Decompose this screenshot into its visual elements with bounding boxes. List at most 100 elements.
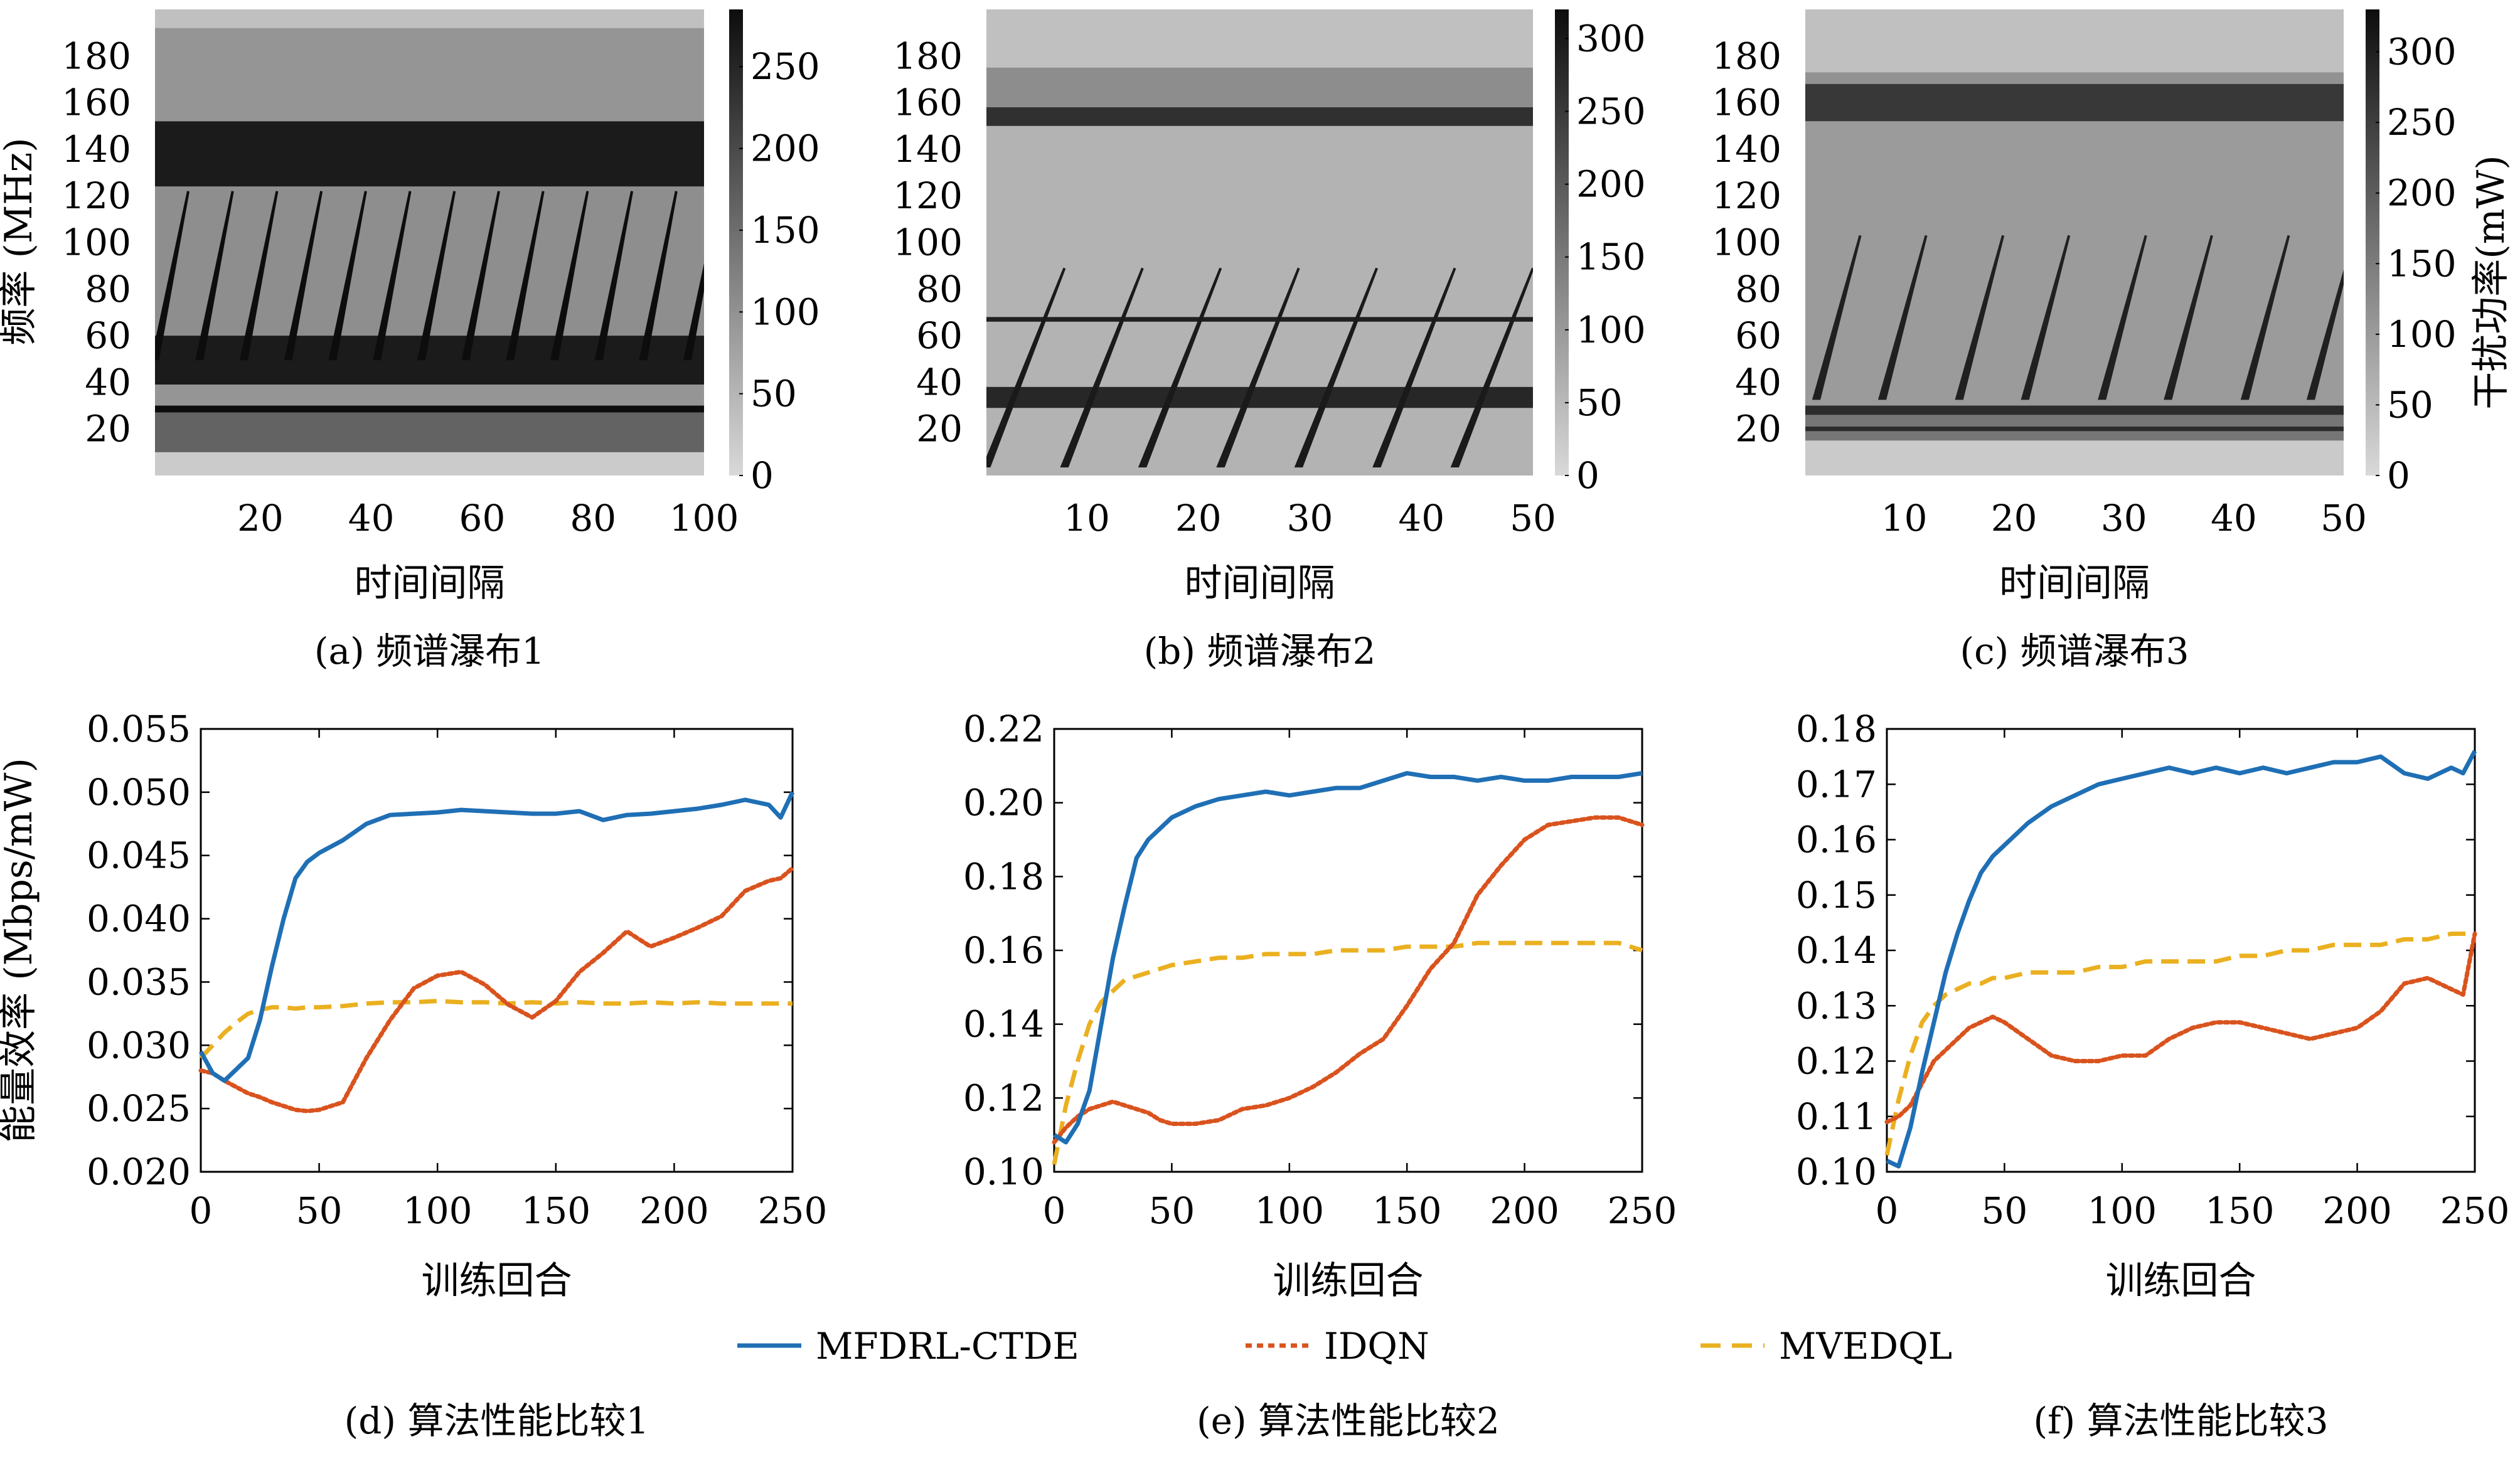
x-axis-label: 时间间隔 bbox=[355, 561, 505, 605]
colorbar-tick-label: 150 bbox=[2387, 242, 2457, 285]
colorbar-tick-label: 0 bbox=[2387, 454, 2410, 497]
y-tick-label: 0.10 bbox=[1796, 1150, 1877, 1193]
y-tick-label: 40 bbox=[1735, 361, 1781, 403]
y-tick-label: 0.10 bbox=[963, 1150, 1044, 1193]
x-tick-label: 0 bbox=[190, 1189, 213, 1232]
y-tick-label: 80 bbox=[1735, 268, 1781, 311]
sweep-line bbox=[683, 263, 704, 361]
x-axis-label: 时间间隔 bbox=[1185, 561, 1335, 605]
colorbar-tick-label: 200 bbox=[750, 127, 820, 170]
y-tick-label: 0.040 bbox=[87, 898, 191, 940]
legend-item-mvedql: MVEDQL bbox=[1700, 1325, 1952, 1368]
x-tick-label: 40 bbox=[348, 497, 395, 539]
sweep-line bbox=[594, 191, 634, 361]
y-tick-label: 0.12 bbox=[1796, 1040, 1877, 1083]
plot-frame bbox=[1886, 728, 2476, 1173]
caption: (d) 算法性能比较1 bbox=[344, 1400, 649, 1442]
y-tick-label: 0.045 bbox=[87, 834, 191, 877]
colorbar-tick-label: 250 bbox=[1576, 90, 1646, 133]
y-tick-label: 0.18 bbox=[1796, 708, 1877, 750]
y-tick-label: 140 bbox=[893, 128, 963, 171]
heatmap-band bbox=[155, 9, 704, 28]
caption: (b) 频谱瀑布2 bbox=[1144, 630, 1376, 672]
y-tick-label: 60 bbox=[916, 314, 963, 357]
x-tick-label: 100 bbox=[2087, 1189, 2157, 1232]
performance-chart-d: 0.020 0.025 0.030 0.035 0.040 0.045 0.050 0.055… bbox=[87, 708, 827, 1442]
colorbar-tick-label: 150 bbox=[1576, 236, 1646, 279]
colorbar-tick-label: 250 bbox=[750, 45, 820, 88]
sweep-line bbox=[239, 191, 279, 361]
y-tick-label: 160 bbox=[61, 82, 131, 124]
sweep-line bbox=[2164, 235, 2213, 400]
series-line-idqn bbox=[198, 866, 795, 1113]
x-tick-label: 150 bbox=[521, 1189, 590, 1232]
heatmap-band bbox=[155, 405, 704, 413]
colorbar-tick-label: 200 bbox=[1576, 163, 1646, 206]
heatmap-band bbox=[1805, 405, 2344, 415]
sweep-line bbox=[550, 191, 589, 361]
y-tick-label: 100 bbox=[893, 221, 963, 264]
legend-label: IDQN bbox=[1324, 1325, 1429, 1368]
y-tick-label: 20 bbox=[916, 408, 963, 450]
x-tick-label: 200 bbox=[1490, 1189, 1559, 1232]
y-tick-label: 20 bbox=[85, 408, 131, 450]
x-tick-label: 30 bbox=[1287, 497, 1333, 539]
y-tick-label: 0.15 bbox=[1796, 874, 1877, 916]
legend-label: MFDRL-CTDE bbox=[816, 1325, 1079, 1368]
y-tick-label: 0.20 bbox=[963, 782, 1044, 824]
heatmap-band bbox=[155, 28, 704, 122]
performance-chart-e: 0.10 0.12 0.14 0.16 0.18 0.20 0.22 0 50 100 150 200… bbox=[963, 708, 1677, 1442]
colorbar-tick-label: 0 bbox=[1576, 454, 1599, 497]
series-line-mvedql bbox=[1884, 932, 2475, 1156]
series-line-mfdrl-ctde bbox=[1886, 750, 2477, 1169]
colorbar-tick-label: 100 bbox=[2387, 313, 2457, 356]
heatmap-band bbox=[155, 121, 704, 187]
caption: (a) 频谱瀑布1 bbox=[314, 630, 545, 672]
x-tick-label: 10 bbox=[1881, 497, 1928, 539]
y-tick-label: 0.030 bbox=[87, 1024, 191, 1066]
x-tick-label: 150 bbox=[2205, 1189, 2275, 1232]
sweep-group bbox=[155, 191, 704, 361]
y-tick-label: 0.050 bbox=[87, 771, 191, 814]
y-tick-label: 20 bbox=[1735, 408, 1781, 450]
sweep-line bbox=[1955, 235, 2005, 400]
sweep-line bbox=[328, 191, 367, 361]
x-tick-label: 50 bbox=[2320, 497, 2367, 539]
x-tick-label: 20 bbox=[1991, 497, 2037, 539]
sweep-line bbox=[1294, 267, 1379, 468]
sweep-line bbox=[1060, 267, 1144, 468]
caption: (f) 算法性能比较3 bbox=[2033, 1400, 2328, 1442]
y-tick-label: 100 bbox=[61, 221, 131, 264]
y-tick-label: 100 bbox=[1712, 221, 1781, 264]
y-tick-label: 180 bbox=[1712, 35, 1781, 77]
caption: (e) 算法性能比较2 bbox=[1197, 1400, 1500, 1442]
sweep-line bbox=[986, 267, 1066, 468]
colorbar-tick-label: 50 bbox=[1576, 381, 1623, 424]
y-tick-label: 120 bbox=[1712, 174, 1781, 217]
y-tick-label: 0.12 bbox=[963, 1076, 1044, 1119]
sweep-group bbox=[1812, 235, 2344, 400]
y-tick-label: 0.17 bbox=[1796, 763, 1877, 805]
x-tick-label: 50 bbox=[1981, 1189, 2027, 1232]
colorbar-label: 干扰功率(mW) bbox=[2469, 155, 2513, 409]
sweep-line bbox=[1372, 267, 1456, 468]
x-axis-label: 训练回合 bbox=[2106, 1259, 2256, 1303]
x-tick-label: 20 bbox=[1175, 497, 1222, 539]
sweep-line bbox=[1812, 235, 1862, 400]
y-tick-label: 0.22 bbox=[963, 708, 1044, 750]
y-tick-label: 0.11 bbox=[1796, 1095, 1877, 1138]
x-tick-label: 0 bbox=[1876, 1189, 1899, 1232]
legend-item-mfdrl-ctde: MFDRL-CTDE bbox=[737, 1325, 1079, 1368]
y-tick-label: 0.020 bbox=[87, 1150, 191, 1193]
y-tick-label: 60 bbox=[1735, 314, 1781, 357]
x-tick-label: 100 bbox=[1254, 1189, 1324, 1232]
colorbar bbox=[1555, 9, 1569, 475]
y-tick-label: 140 bbox=[61, 128, 131, 171]
y-tick-label: 180 bbox=[893, 35, 963, 77]
sweep-line bbox=[195, 191, 234, 361]
x-tick-label: 50 bbox=[1148, 1189, 1195, 1232]
y-tick-label: 0.18 bbox=[963, 855, 1044, 898]
y-tick-label: 60 bbox=[85, 314, 131, 357]
y-tick-label: 0.16 bbox=[963, 929, 1044, 972]
